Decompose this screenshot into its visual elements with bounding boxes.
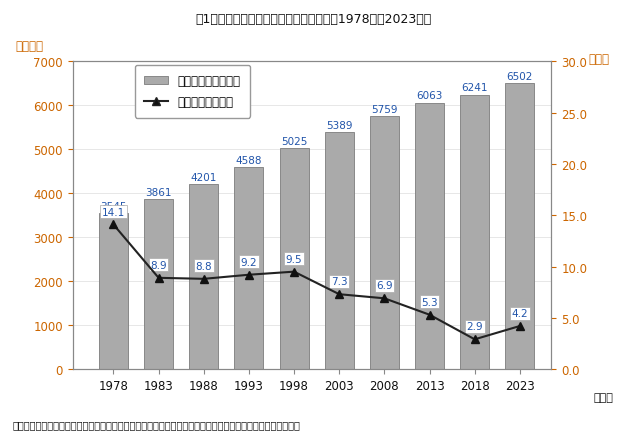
Text: 6241: 6241 [462,83,488,93]
Bar [415,103,444,369]
Bar [144,200,173,369]
Text: 6502: 6502 [507,72,533,82]
Text: 5759: 5759 [371,104,398,114]
Text: 9.5: 9.5 [286,254,302,264]
Text: 4588: 4588 [236,156,262,166]
Bar [506,84,534,369]
Bar [234,168,263,369]
Text: 6063: 6063 [416,91,443,101]
Text: 8.9: 8.9 [150,260,167,270]
Text: 4201: 4201 [190,173,217,183]
Text: 図1　総住宅数及び増加率の推移－全国（1978年～2023年）: 図1 総住宅数及び増加率の推移－全国（1978年～2023年） [196,13,432,26]
Y-axis label: （万戸）: （万戸） [16,40,44,53]
Text: 3861: 3861 [145,187,172,197]
Y-axis label: （％）: （％） [589,53,610,66]
Bar [460,95,489,369]
Text: 7.3: 7.3 [331,276,347,286]
Text: 5.3: 5.3 [421,297,438,307]
Text: 8.8: 8.8 [195,261,212,271]
Text: 5389: 5389 [326,121,352,131]
Text: 注）単位未満を含む数値で計算しているため、表章数値による計算とは一致しない場合がある（以下同様）。: 注）単位未満を含む数値で計算しているため、表章数値による計算とは一致しない場合が… [13,420,300,430]
Text: 4.2: 4.2 [512,309,528,319]
Text: 2.9: 2.9 [467,322,483,332]
Bar [99,214,128,369]
Legend: 総住宅数（左目盛）, 増加率（右目盛）: 総住宅数（左目盛）, 増加率（右目盛） [135,66,250,118]
Text: 3545: 3545 [100,201,127,211]
Bar [189,185,218,369]
Text: 5025: 5025 [281,137,307,147]
Text: 14.1: 14.1 [102,207,125,217]
Bar [325,133,354,369]
Bar [370,117,399,369]
Text: 6.9: 6.9 [376,281,392,291]
Bar [279,149,308,369]
Text: （年）: （年） [593,392,613,402]
Text: 9.2: 9.2 [241,257,257,267]
